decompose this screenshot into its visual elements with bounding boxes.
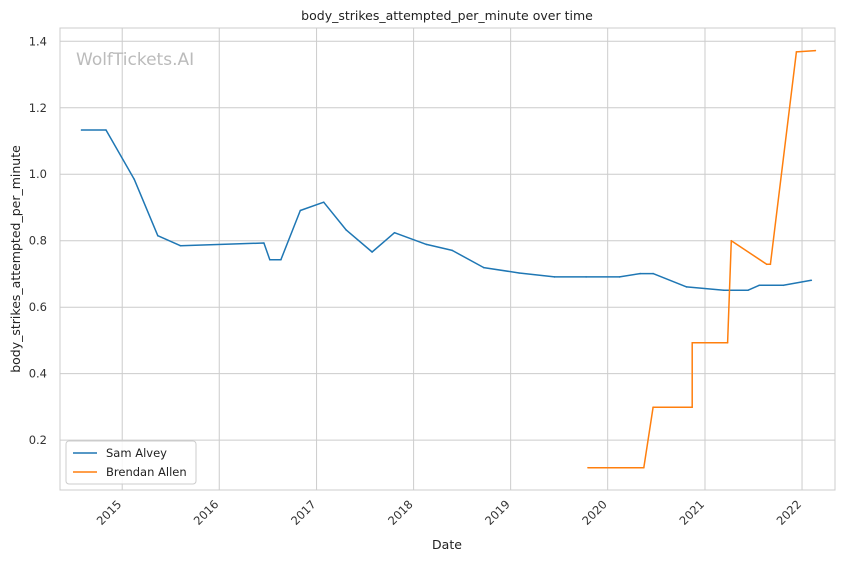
data-point-sam-alvey bbox=[483, 266, 485, 269]
data-point-brendan-allen bbox=[691, 342, 693, 344]
y-tick-label: 0.4 bbox=[29, 367, 47, 381]
data-point-sam-alvey bbox=[345, 229, 348, 231]
data-point-sam-alvey bbox=[758, 284, 760, 287]
data-point-sam-alvey bbox=[723, 289, 725, 292]
y-tick-label: 1.2 bbox=[29, 101, 47, 115]
data-point-sam-alvey bbox=[133, 178, 135, 180]
data-point-sam-alvey bbox=[157, 234, 159, 237]
y-tick-label: 0.8 bbox=[29, 234, 47, 248]
data-point-sam-alvey bbox=[810, 279, 813, 282]
y-tick-label: 1.4 bbox=[29, 34, 47, 48]
data-point-sam-alvey bbox=[585, 276, 587, 278]
data-point-sam-alvey bbox=[652, 272, 654, 275]
data-point-brendan-allen bbox=[730, 239, 733, 242]
data-point-brendan-allen bbox=[726, 342, 729, 344]
data-point-sam-alvey bbox=[269, 258, 271, 261]
chart-title: body_strikes_attempted_per_minute over t… bbox=[301, 8, 593, 23]
data-point-brendan-allen bbox=[643, 466, 645, 469]
legend-box bbox=[65, 440, 197, 485]
y-tick-labels: 0.2 0.4 0.6 0.8 1.0 1.2 1.4 bbox=[29, 34, 47, 447]
data-point-sam-alvey bbox=[179, 244, 182, 247]
data-point-brendan-allen bbox=[814, 49, 817, 52]
data-point-sam-alvey bbox=[393, 231, 396, 234]
data-point-sam-alvey bbox=[371, 251, 373, 253]
y-tick-label: 0.2 bbox=[29, 433, 47, 447]
legend-label-sam-alvey: Sam Alvey bbox=[106, 446, 167, 460]
data-point-sam-alvey bbox=[518, 272, 520, 274]
y-tick-label: 0.6 bbox=[29, 300, 47, 314]
data-point-sam-alvey bbox=[105, 129, 107, 131]
data-point-sam-alvey bbox=[782, 284, 785, 287]
legend: Sam Alvey Brendan Allen bbox=[65, 440, 197, 485]
gridlines bbox=[60, 28, 835, 490]
data-point-sam-alvey bbox=[425, 243, 428, 246]
data-point-sam-alvey bbox=[263, 242, 265, 244]
y-axis-label: body_strikes_attempted_per_minute bbox=[8, 145, 23, 373]
data-point-sam-alvey bbox=[553, 276, 556, 278]
plot-frame bbox=[59, 27, 836, 491]
data-point-sam-alvey bbox=[618, 276, 621, 278]
data-point-sam-alvey bbox=[299, 209, 302, 212]
y-tick-label: 1.0 bbox=[29, 167, 47, 181]
series-line-sam-alvey bbox=[81, 129, 812, 291]
data-point-brendan-allen bbox=[691, 406, 693, 409]
data-point-sam-alvey bbox=[80, 129, 83, 131]
data-point-sam-alvey bbox=[639, 272, 641, 275]
data-point-brendan-allen bbox=[765, 263, 768, 266]
data-point-brendan-allen bbox=[769, 263, 772, 266]
data-point-brendan-allen bbox=[652, 406, 654, 409]
x-axis-label: Date bbox=[432, 537, 462, 552]
data-point-sam-alvey bbox=[322, 201, 325, 203]
watermark: WolfTickets.AI bbox=[76, 50, 194, 70]
legend-label-brendan-allen: Brendan Allen bbox=[106, 465, 187, 479]
data-point-brendan-allen bbox=[795, 51, 798, 53]
data-point-brendan-allen bbox=[587, 466, 589, 469]
plot-series bbox=[80, 49, 817, 469]
data-point-sam-alvey bbox=[451, 249, 454, 252]
data-point-sam-alvey bbox=[280, 258, 282, 261]
data-point-sam-alvey bbox=[685, 286, 688, 288]
data-point-sam-alvey bbox=[747, 289, 749, 292]
